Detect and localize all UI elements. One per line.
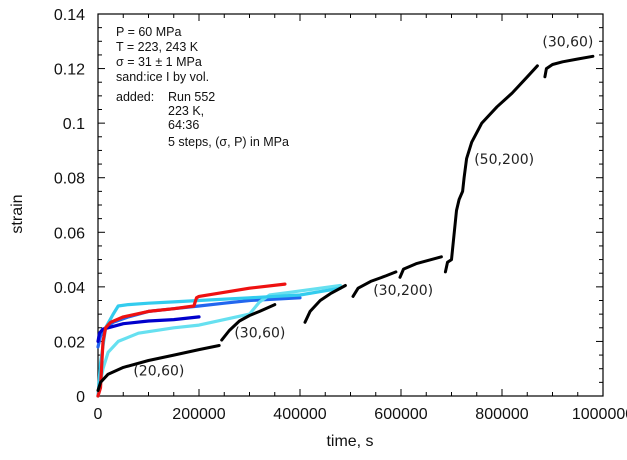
x-tick-label: 800000 xyxy=(475,406,528,423)
annotation-line-5: Run 552 xyxy=(168,90,215,104)
y-tick-label: 0.1 xyxy=(63,116,85,133)
series-segment xyxy=(398,255,443,279)
segment-label: (30,60) xyxy=(234,325,285,341)
y-tick-label: 0.04 xyxy=(54,280,85,297)
y-axis-label: strain xyxy=(9,194,26,233)
annotation-line-4: added: xyxy=(116,90,154,104)
segment-label: (30,200) xyxy=(373,283,433,299)
series-dark-blue xyxy=(96,315,201,343)
segment-label: (30,60) xyxy=(542,35,593,51)
annotation-line-8: 5 steps, (σ, P) in MPa xyxy=(168,135,289,149)
series-segment xyxy=(96,283,342,398)
series-run-552-black- xyxy=(96,54,595,392)
y-tick-label: 0.08 xyxy=(54,171,85,188)
series-segment xyxy=(443,64,539,274)
series-segment xyxy=(220,303,277,342)
series-segment xyxy=(543,54,595,79)
x-tick-label: 0 xyxy=(94,406,103,423)
series-layer xyxy=(96,54,595,398)
y-tick-label: 0.14 xyxy=(54,7,85,24)
y-tick-label: 0.06 xyxy=(54,225,85,242)
series-segment xyxy=(303,284,347,324)
segment-label: (50,200) xyxy=(474,152,534,168)
x-tick-label: 600000 xyxy=(374,406,427,423)
series-segment xyxy=(96,344,221,392)
annotation-line-2: σ = 31 ± 1 MPa xyxy=(116,55,202,69)
annotation-block: P = 60 MPa T = 223, 243 K σ = 31 ± 1 MPa… xyxy=(116,25,289,149)
y-tick-label: 0.02 xyxy=(54,334,85,351)
annotation-line-7: 64:36 xyxy=(168,118,199,132)
series-segment xyxy=(351,270,398,298)
series-segment xyxy=(96,315,201,343)
series-red xyxy=(96,282,287,398)
annotation-line-6: 223 K, xyxy=(168,104,204,118)
segment-label: (20,60) xyxy=(133,364,184,380)
x-axis-label: time, s xyxy=(326,433,373,450)
x-tick-label: 200000 xyxy=(172,406,225,423)
series-light-cyan xyxy=(96,283,342,398)
x-tick-label: 400000 xyxy=(273,406,326,423)
y-tick-label: 0 xyxy=(76,389,85,406)
annotation-line-0: P = 60 MPa xyxy=(116,25,181,39)
series-segment xyxy=(96,282,287,398)
annotation-line-3: sand:ice I by vol. xyxy=(116,70,209,84)
y-tick-label: 0.12 xyxy=(54,62,85,79)
annotation-line-1: T = 223, 243 K xyxy=(116,40,199,54)
segment-labels: (20,60) (30,60) (30,200) (50,200) (30,60) xyxy=(133,35,593,380)
